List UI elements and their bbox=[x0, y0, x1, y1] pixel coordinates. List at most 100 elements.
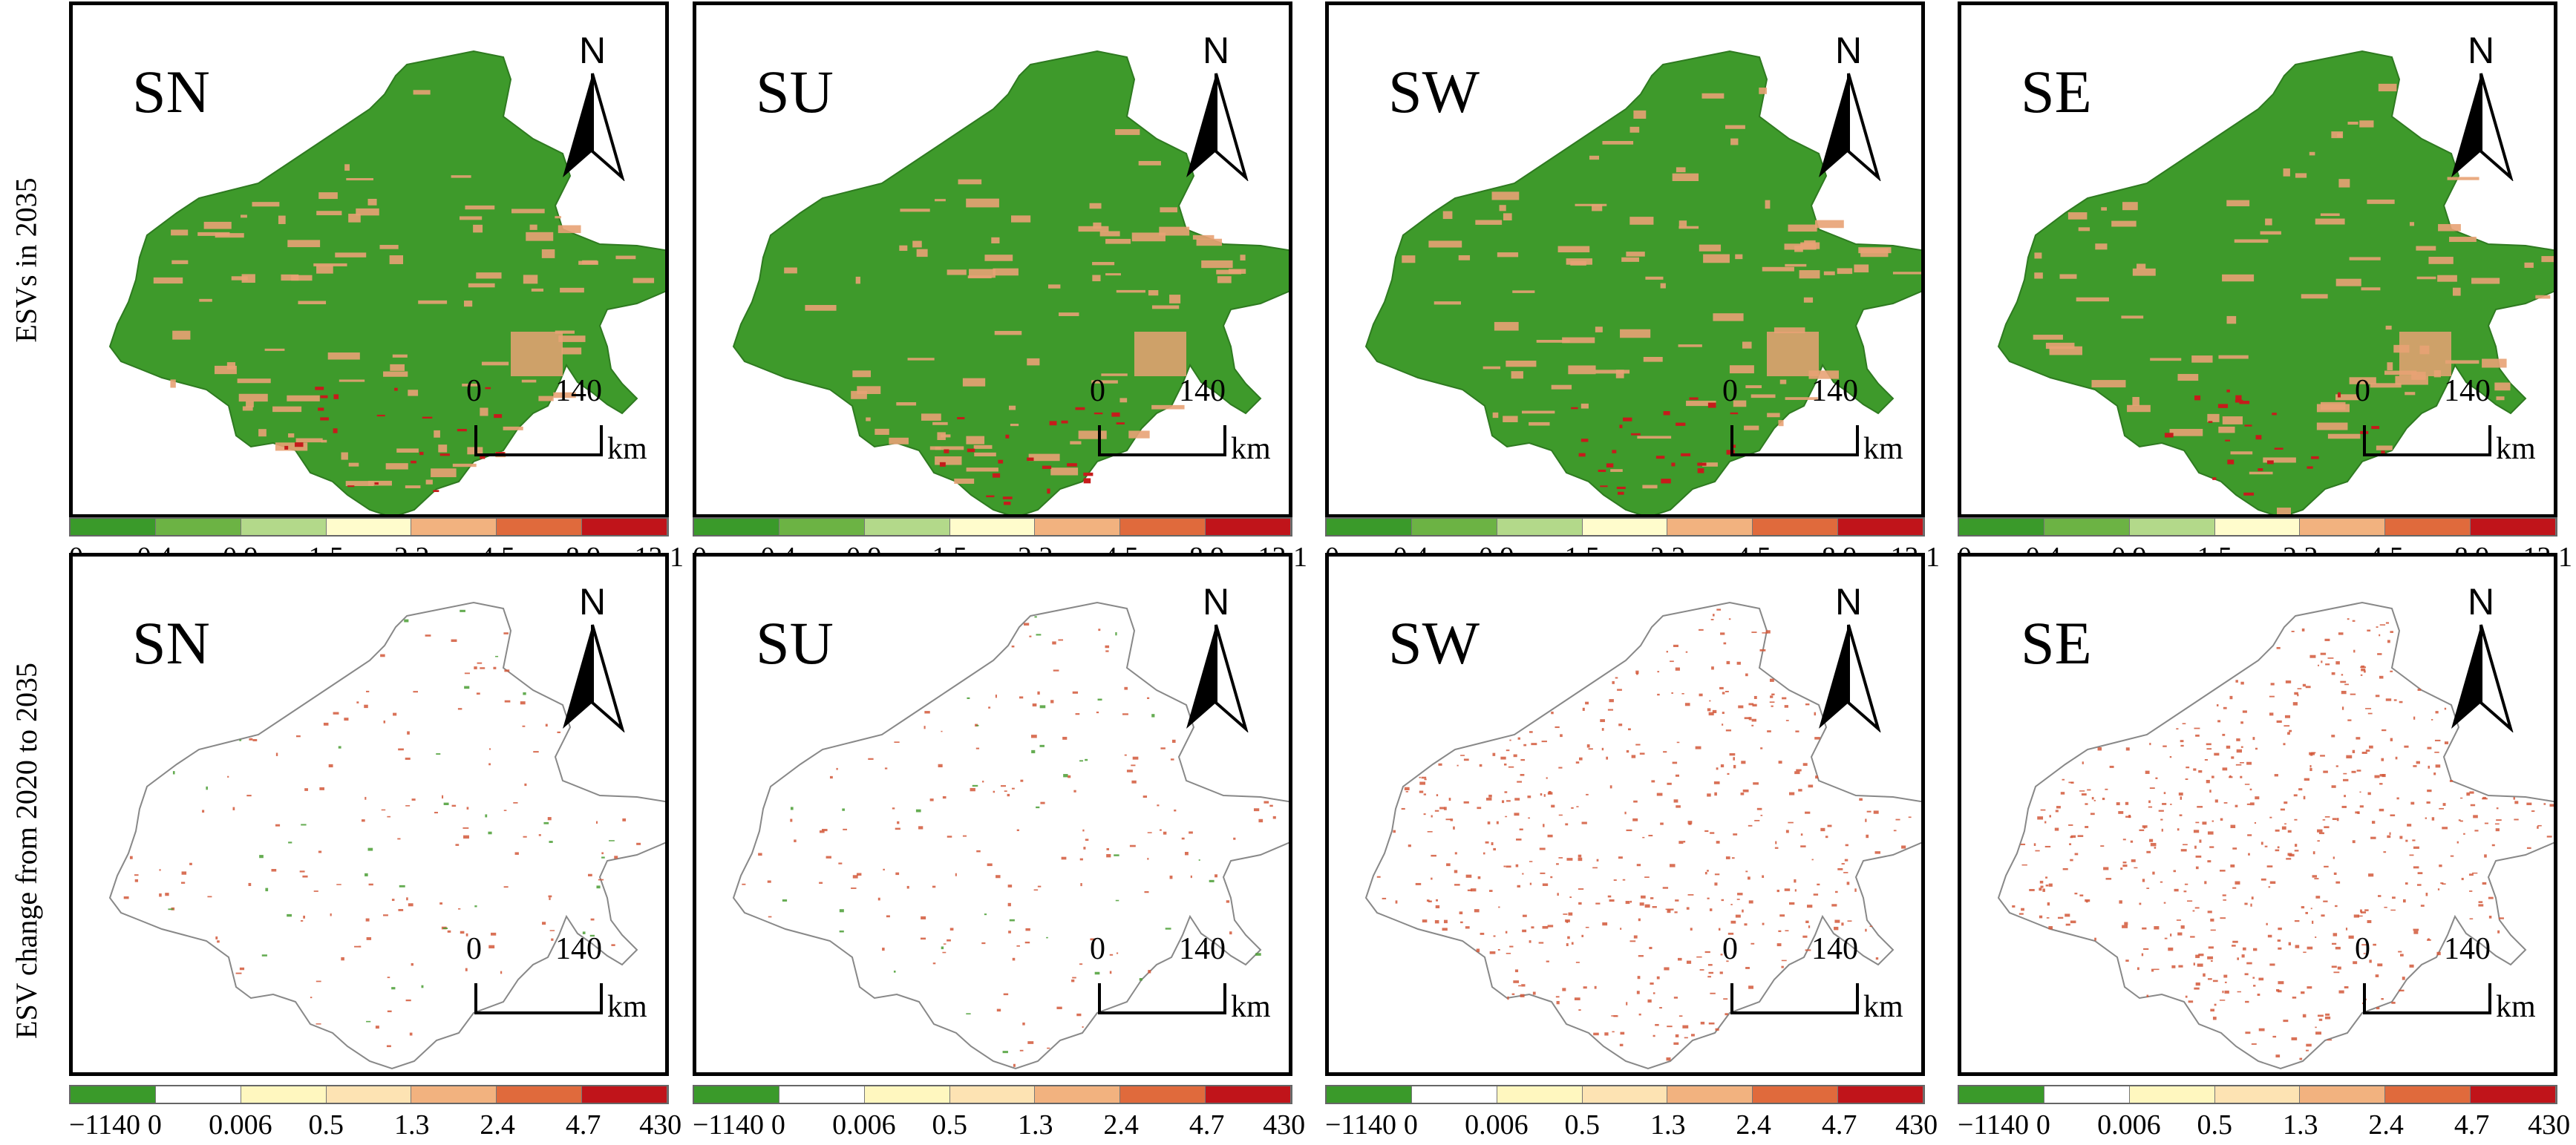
scale-start: 0 bbox=[1090, 932, 1105, 966]
north-arrow-icon: N bbox=[1175, 31, 1257, 185]
north-arrow-icon: N bbox=[1808, 31, 1889, 185]
legend-swatch bbox=[2044, 1086, 2130, 1103]
north-arrow-icon: N bbox=[1808, 583, 1889, 736]
map-canvas bbox=[1364, 601, 1921, 1070]
row-label-top: ESVs in 2035 bbox=[0, 0, 52, 519]
region-outline bbox=[108, 601, 665, 1070]
map-canvas bbox=[1997, 601, 2554, 1070]
legend-colorbar bbox=[693, 517, 1292, 537]
legend-swatch bbox=[1582, 519, 1668, 535]
legend-tick: −1140 bbox=[69, 1109, 141, 1141]
legend-swatch bbox=[1327, 519, 1412, 535]
region-fill bbox=[732, 50, 1289, 514]
legend-colorbar bbox=[1958, 1085, 2557, 1104]
legend-tick: 0 bbox=[147, 1109, 162, 1141]
north-label: N bbox=[578, 30, 607, 71]
legend-tick: 0.006 bbox=[832, 1109, 896, 1141]
scale-unit: km bbox=[1863, 990, 1903, 1024]
north-label: N bbox=[2467, 581, 2495, 623]
legend-swatch bbox=[2129, 519, 2215, 535]
legend-tick: 0.006 bbox=[1465, 1109, 1529, 1141]
scale-bar: 0 140 km bbox=[1090, 373, 1283, 477]
region-map bbox=[108, 50, 665, 514]
scale-unit: km bbox=[607, 990, 647, 1024]
north-arrow-icon: N bbox=[2440, 583, 2522, 736]
scale-start: 0 bbox=[2355, 932, 2370, 966]
region-map bbox=[1364, 50, 1921, 514]
scale-bar: 0 140 km bbox=[1090, 931, 1283, 1035]
map-panel-bottom-su: SU N 0 140 km bbox=[693, 553, 1292, 1076]
legend-swatch bbox=[71, 1086, 156, 1103]
scale-end: 140 bbox=[1179, 932, 1226, 966]
legend-swatch bbox=[949, 519, 1036, 535]
region-fill bbox=[1364, 50, 1921, 514]
north-arrow-icon: N bbox=[2440, 31, 2522, 185]
legend-swatch bbox=[694, 1086, 779, 1103]
scale-start: 0 bbox=[1090, 374, 1105, 408]
scale-start: 0 bbox=[1722, 374, 1738, 408]
scale-end: 140 bbox=[1811, 932, 1858, 966]
legend-swatch bbox=[326, 519, 412, 535]
legend-tick: 2.4 bbox=[1103, 1109, 1139, 1141]
legend-tick: 4.7 bbox=[2454, 1109, 2490, 1141]
map-panel-top-su: SU N 0 140 km bbox=[693, 1, 1292, 518]
scale-unit: km bbox=[1231, 990, 1271, 1024]
scale-unit: km bbox=[607, 432, 647, 466]
legend-swatch bbox=[1120, 519, 1206, 535]
legend-swatch bbox=[411, 1086, 497, 1103]
legend-swatch bbox=[1327, 1086, 1412, 1103]
scenario-label: SU bbox=[756, 609, 834, 677]
map-canvas bbox=[108, 50, 665, 514]
scale-bar: 0 140 km bbox=[466, 373, 659, 477]
legend-tick: −1140 bbox=[693, 1109, 765, 1141]
map-canvas bbox=[732, 601, 1289, 1070]
legend-colorbar bbox=[1325, 517, 1925, 537]
north-label: N bbox=[1834, 30, 1863, 71]
legend-swatch bbox=[949, 1086, 1036, 1103]
legend-swatch bbox=[241, 1086, 327, 1103]
scale-bar: 0 140 km bbox=[2355, 373, 2548, 477]
scale-start: 0 bbox=[466, 374, 482, 408]
legend-swatch bbox=[1120, 1086, 1206, 1103]
legend-tick: 430 bbox=[2528, 1109, 2571, 1141]
legend-swatch bbox=[497, 519, 583, 535]
legend-swatch bbox=[1667, 1086, 1753, 1103]
scenario-label: SN bbox=[132, 609, 210, 677]
legend-tick: 2.4 bbox=[2368, 1109, 2404, 1141]
legend-tick: −1140 bbox=[1958, 1109, 2030, 1141]
scenario-label: SN bbox=[132, 58, 210, 125]
row-label-top-text: ESVs in 2035 bbox=[9, 177, 43, 343]
legend-tick: 2.4 bbox=[480, 1109, 515, 1141]
legend-tick: 4.7 bbox=[1189, 1109, 1225, 1141]
map-panel-top-sw: SW N 0 140 km bbox=[1325, 1, 1925, 518]
north-label: N bbox=[578, 581, 607, 623]
north-arrow-icon: N bbox=[552, 31, 633, 185]
legend-tick: 4.7 bbox=[1821, 1109, 1857, 1141]
legend-swatch bbox=[326, 1086, 412, 1103]
map-panel-top-se: SE N 0 140 km bbox=[1958, 1, 2557, 518]
legend-tick: 1.3 bbox=[2282, 1109, 2318, 1141]
legend-tick: 2.4 bbox=[1736, 1109, 1771, 1141]
scale-start: 0 bbox=[1722, 932, 1738, 966]
legend-tick: 0 bbox=[1403, 1109, 1418, 1141]
legend-swatch bbox=[2385, 519, 2471, 535]
map-canvas bbox=[1364, 50, 1921, 514]
map-panel-bottom-sw: SW N 0 140 km bbox=[1325, 553, 1925, 1076]
region-map bbox=[1364, 601, 1921, 1070]
legend-tick: 0.006 bbox=[209, 1109, 272, 1141]
legend-tick: 0.5 bbox=[1564, 1109, 1601, 1141]
legend-swatch bbox=[155, 519, 241, 535]
legend-tick: 0.006 bbox=[2097, 1109, 2161, 1141]
legend-tick: 4.7 bbox=[565, 1109, 601, 1141]
row-label-bottom-text: ESV change from 2020 to 2035 bbox=[9, 663, 43, 1039]
legend-swatch bbox=[1753, 1086, 1839, 1103]
legend-swatch bbox=[1206, 519, 1291, 535]
legend-swatch bbox=[1411, 519, 1497, 535]
scale-unit: km bbox=[1863, 432, 1903, 466]
legend-swatch bbox=[1753, 519, 1839, 535]
legend-tick: 0 bbox=[771, 1109, 785, 1141]
legend-swatch bbox=[1497, 519, 1583, 535]
region-outline bbox=[1364, 601, 1921, 1070]
legend-swatch bbox=[241, 519, 327, 535]
legend-swatch bbox=[2300, 519, 2386, 535]
